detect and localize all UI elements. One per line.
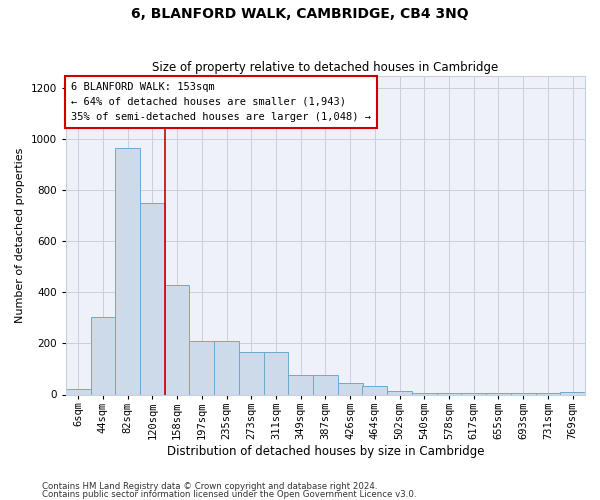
Bar (338, 383, 362, 394)
Bar (239, 352, 263, 395)
Bar (412, 393, 437, 394)
Bar (387, 390, 412, 394)
Bar (560, 392, 585, 394)
Y-axis label: Number of detached properties: Number of detached properties (15, 148, 25, 323)
Bar (91, 316, 115, 394)
Bar (190, 341, 214, 394)
Title: Size of property relative to detached houses in Cambridge: Size of property relative to detached ho… (152, 62, 499, 74)
Bar (362, 386, 387, 394)
Text: Contains HM Land Registry data © Crown copyright and database right 2024.: Contains HM Land Registry data © Crown c… (42, 482, 377, 491)
Bar (214, 341, 239, 394)
Bar (140, 203, 165, 394)
Bar (461, 393, 486, 394)
Bar (165, 285, 190, 395)
Bar (437, 393, 461, 394)
Bar (511, 393, 536, 394)
Bar (115, 148, 140, 394)
Bar (536, 393, 560, 394)
Bar (263, 352, 289, 395)
X-axis label: Distribution of detached houses by size in Cambridge: Distribution of detached houses by size … (167, 444, 484, 458)
Bar (486, 393, 511, 394)
Bar (289, 376, 313, 394)
Bar (313, 376, 338, 394)
Bar (66, 390, 91, 394)
Text: 6 BLANFORD WALK: 153sqm
← 64% of detached houses are smaller (1,943)
35% of semi: 6 BLANFORD WALK: 153sqm ← 64% of detache… (71, 82, 371, 122)
Text: 6, BLANFORD WALK, CAMBRIDGE, CB4 3NQ: 6, BLANFORD WALK, CAMBRIDGE, CB4 3NQ (131, 8, 469, 22)
Text: Contains public sector information licensed under the Open Government Licence v3: Contains public sector information licen… (42, 490, 416, 499)
